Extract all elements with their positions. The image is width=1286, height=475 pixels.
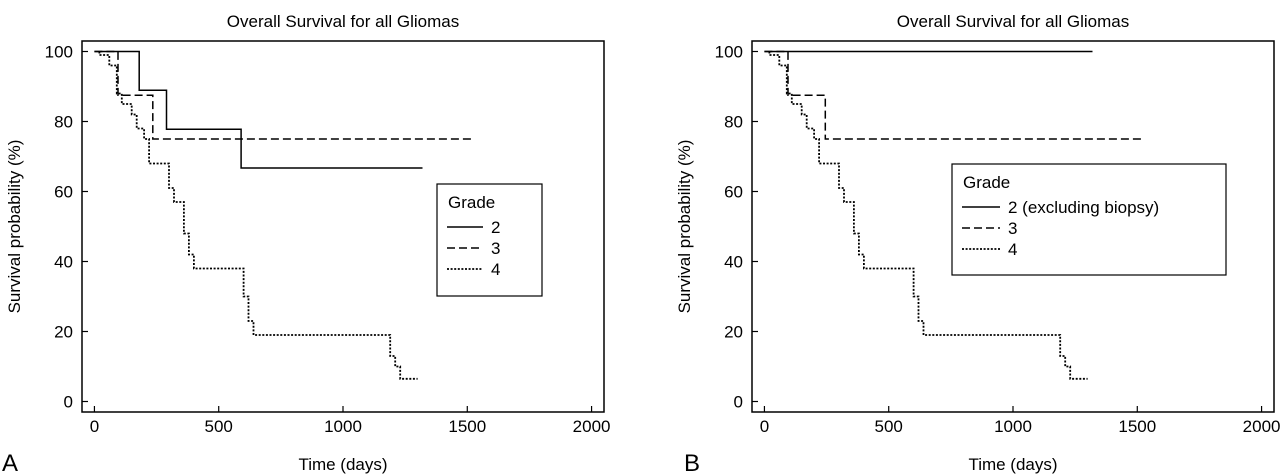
x-tick-label: 2000 [573,417,611,436]
panel-label-a: A [2,450,18,475]
legend-item-label: 3 [491,239,500,258]
y-tick-label: 80 [724,113,743,132]
y-tick-label: 0 [64,393,73,412]
legend-item-label: 2 [491,218,500,237]
y-tick-label: 60 [724,183,743,202]
x-tick-label: 1500 [1118,417,1156,436]
x-tick-label: 1500 [448,417,486,436]
y-tick-label: 20 [724,323,743,342]
chart-title: Overall Survival for all Gliomas [227,12,459,31]
x-tick-label: 0 [760,417,769,436]
y-tick-label: 80 [54,113,73,132]
y-tick-label: 100 [45,43,73,62]
x-tick-label: 0 [90,417,99,436]
legend-item-label: 2 (excluding biopsy) [1008,198,1159,217]
x-tick-label: 2000 [1243,417,1281,436]
legend-title: Grade [448,193,495,212]
legend-box [436,183,543,297]
y-axis-label: Survival probability (%) [675,140,694,314]
legend-title: Grade [963,173,1010,192]
legend-box [951,163,1227,276]
legend-item-label: 4 [1008,240,1017,259]
chart-title: Overall Survival for all Gliomas [897,12,1129,31]
y-axis-label: Survival probability (%) [5,140,24,314]
chart-panel-b: Overall Survival for all Gliomas Time (da… [675,12,1280,474]
x-tick-label: 500 [875,417,903,436]
series-line-dotted-2 [768,51,1088,380]
x-axis-label: Time (days) [968,455,1057,474]
series-line-dashed-1 [764,50,1145,140]
y-tick-label: 100 [715,43,743,62]
x-axis-label: Time (days) [298,455,387,474]
y-tick-label: 40 [54,253,73,272]
y-tick-label: 40 [724,253,743,272]
y-tick-label: 60 [54,183,73,202]
series-line-solid-0 [94,50,423,169]
x-tick-label: 1000 [324,417,362,436]
legend-item-label: 3 [1008,219,1017,238]
x-tick-label: 500 [205,417,233,436]
series-line-dashed-1 [94,50,475,140]
y-tick-label: 0 [734,393,743,412]
y-tick-label: 20 [54,323,73,342]
x-tick-label: 1000 [994,417,1032,436]
series-line-dotted-2 [98,51,418,380]
chart-panel-a: Overall Survival for all Gliomas Time (da… [5,12,610,474]
legend-item-label: 4 [491,260,500,279]
panel-label-b: B [684,450,700,475]
